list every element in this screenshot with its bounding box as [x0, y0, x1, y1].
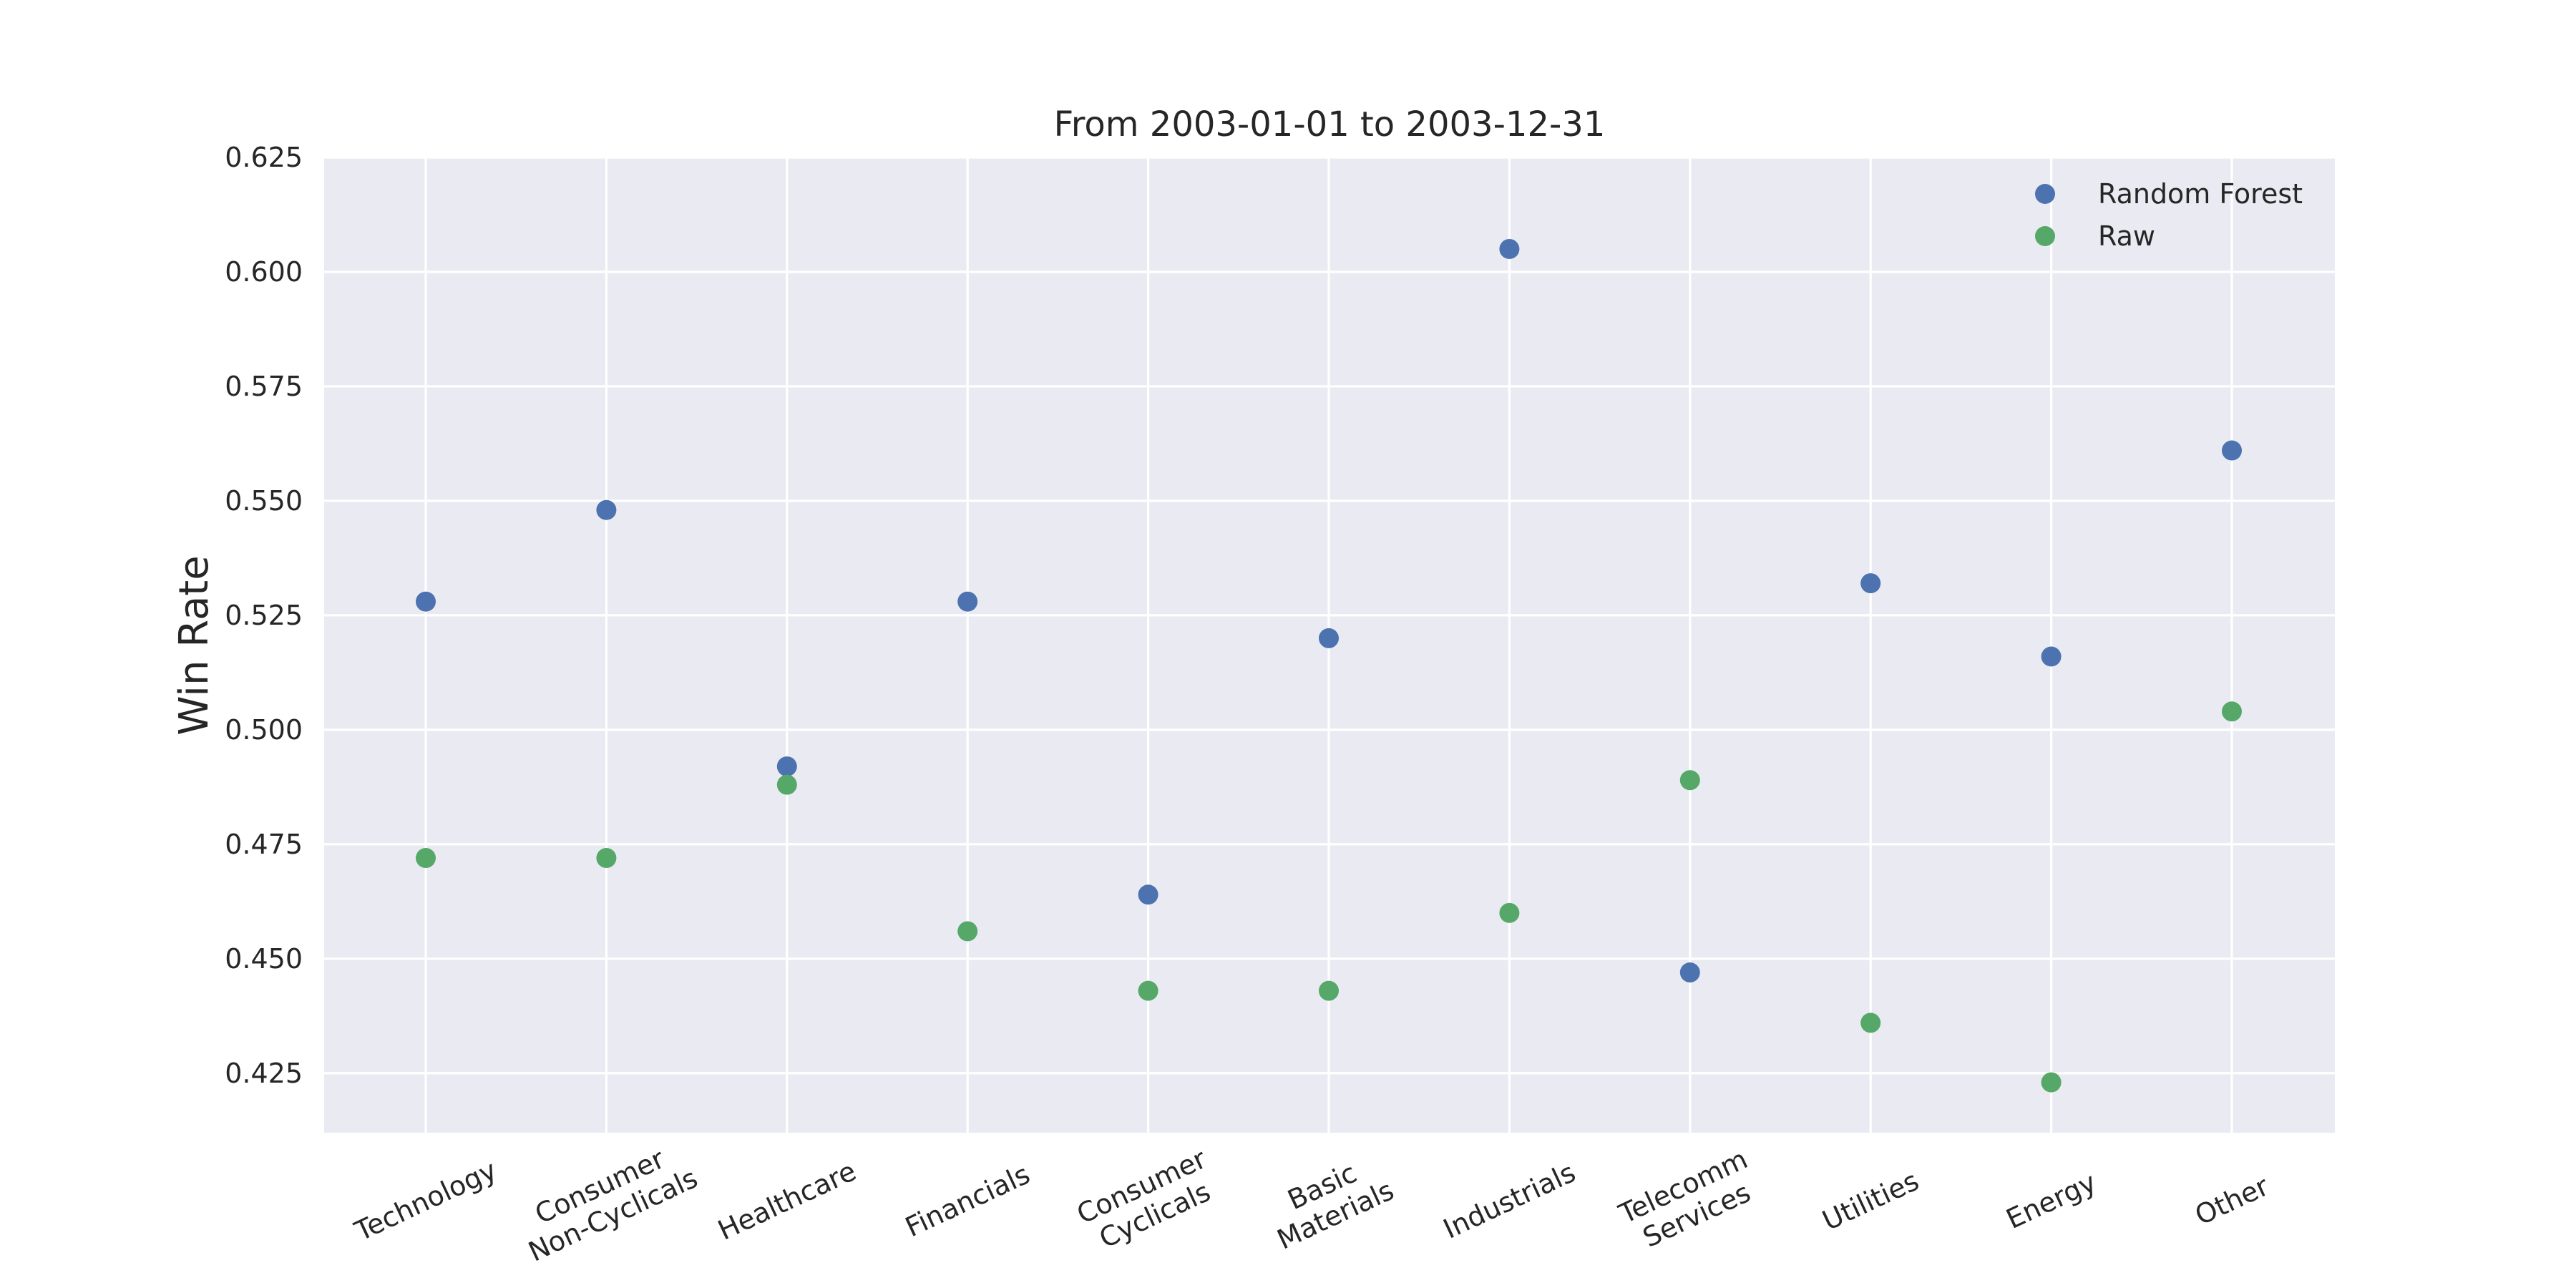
x-tick-label: Utilities [1818, 1165, 1923, 1236]
legend: Random Forest Raw [2035, 178, 2303, 252]
point-random-forest [1679, 962, 1700, 983]
point-random-forest [416, 591, 436, 612]
x-tick-label: Technology [349, 1154, 501, 1247]
point-raw [1499, 902, 1520, 923]
point-raw [957, 921, 978, 942]
x-tick-label: ConsumerCyclicals [1072, 1143, 1224, 1259]
y-tick-label: 0.575 [225, 371, 303, 402]
y-tick-label: 0.475 [225, 829, 303, 860]
y-tick-label: 0.625 [225, 142, 303, 173]
x-tick-label: Healthcare [713, 1155, 861, 1246]
point-raw [416, 848, 436, 869]
y-tick-label: 0.525 [225, 600, 303, 631]
point-random-forest [1860, 573, 1881, 594]
y-axis-ticks: 0.425 0.450 0.475 0.500 0.525 0.550 0.575 0.600… [225, 142, 303, 1089]
point-random-forest [776, 756, 797, 777]
chart-title: From 2003-01-01 to 2003-12-31 [1054, 104, 1606, 145]
point-raw [1860, 1013, 1881, 1033]
legend-label: Raw [2098, 220, 2155, 252]
point-random-forest [1319, 628, 1339, 648]
point-raw [596, 848, 617, 869]
y-axis-label: Win Rate [171, 555, 218, 735]
y-tick-label: 0.500 [225, 714, 303, 746]
y-tick-label: 0.425 [225, 1058, 303, 1089]
x-tick-label: TelecommServices [1614, 1143, 1765, 1258]
legend-marker [2035, 226, 2055, 246]
point-random-forest [2041, 646, 2062, 667]
y-tick-label: 0.450 [225, 943, 303, 975]
data-points [416, 238, 2242, 1093]
point-raw [1319, 980, 1339, 1001]
point-raw [776, 774, 797, 795]
x-tick-label: Other [2190, 1170, 2274, 1231]
x-tick-label: Energy [2001, 1166, 2101, 1235]
point-raw [2041, 1072, 2062, 1093]
point-random-forest [1499, 238, 1520, 259]
point-raw [1679, 770, 1700, 791]
legend-label: Random Forest [2098, 178, 2303, 210]
y-tick-label: 0.550 [225, 485, 303, 517]
x-tick-label: BasicMaterials [1259, 1146, 1398, 1255]
legend-marker [2035, 184, 2055, 204]
point-random-forest [1138, 884, 1158, 905]
point-random-forest [957, 591, 978, 612]
x-axis-ticks: Technology ConsumerNon-Cyclicals Healthcar… [349, 1133, 2274, 1268]
x-tick-label: ConsumerNon-Cyclicals [510, 1133, 702, 1268]
y-tick-label: 0.600 [225, 256, 303, 288]
point-raw [1138, 980, 1158, 1001]
x-tick-label: Financials [901, 1158, 1035, 1244]
x-tick-label: Industrials [1438, 1156, 1580, 1245]
point-raw [2222, 701, 2242, 722]
point-random-forest [596, 499, 617, 520]
point-random-forest [2222, 440, 2242, 461]
